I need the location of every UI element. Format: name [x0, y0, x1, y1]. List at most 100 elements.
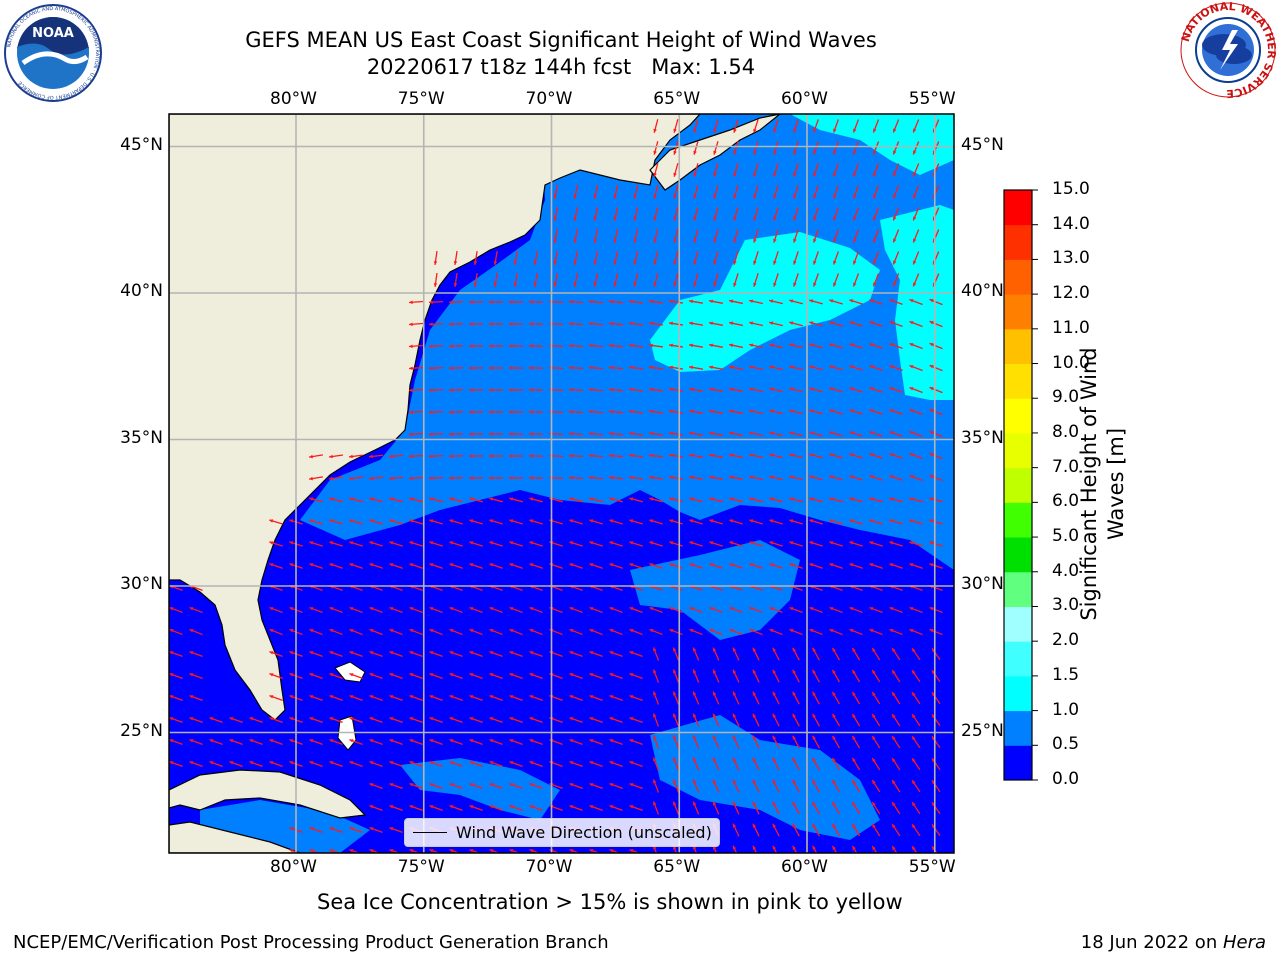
- colorbar-tick-label: 13.0: [1052, 248, 1090, 269]
- wind-wave-arrow: [249, 738, 263, 746]
- wind-wave-arrow: [909, 497, 923, 503]
- wind-wave-arrow: [369, 804, 383, 812]
- wind-wave-arrow: [793, 185, 799, 199]
- wind-wave-arrow: [769, 409, 783, 415]
- wind-wave-arrow: [831, 779, 841, 793]
- wind-wave-arrow: [509, 497, 523, 503]
- wind-wave-arrow: [469, 694, 483, 702]
- wind-wave-arrow: [809, 497, 823, 503]
- wind-wave-arrow: [869, 299, 883, 305]
- wind-wave-arrow: [729, 475, 743, 481]
- wind-wave-arrow: [509, 716, 523, 724]
- wind-wave-arrow: [689, 497, 703, 503]
- wind-wave-arrow: [488, 432, 504, 436]
- wind-wave-arrow: [448, 300, 464, 304]
- wind-wave-arrow: [369, 848, 381, 853]
- wind-wave-arrow: [488, 388, 504, 392]
- wind-wave-arrow: [652, 713, 660, 727]
- wind-wave-arrow: [408, 366, 424, 371]
- wind-wave-arrow: [852, 273, 860, 287]
- wind-wave-arrow: [609, 628, 623, 636]
- wind-wave-arrow: [529, 716, 543, 724]
- wind-wave-arrow: [648, 409, 664, 414]
- lat-label-right: 30°N: [961, 574, 1004, 594]
- wind-wave-arrow: [349, 628, 363, 636]
- wind-wave-arrow: [769, 497, 783, 503]
- wind-wave-arrow: [448, 344, 464, 348]
- wind-wave-arrow: [929, 408, 943, 416]
- wind-wave-arrow: [891, 647, 901, 661]
- wind-wave-arrow: [189, 672, 203, 680]
- wind-wave-arrow: [449, 650, 463, 658]
- wind-wave-arrow: [672, 757, 680, 771]
- wind-wave-arrow: [713, 273, 719, 287]
- wind-wave-arrow: [831, 647, 841, 661]
- wind-wave-arrow: [409, 606, 423, 614]
- wind-wave-arrow: [809, 606, 823, 614]
- wind-wave-arrow: [869, 628, 883, 636]
- wind-wave-arrow: [911, 735, 921, 749]
- wind-wave-arrow: [869, 563, 883, 569]
- wind-wave-arrow: [831, 845, 838, 853]
- wind-wave-arrow: [449, 563, 463, 569]
- wind-wave-arrow: [911, 713, 921, 727]
- wind-wave-arrow: [609, 650, 623, 658]
- wind-wave-arrow: [709, 409, 723, 414]
- wind-wave-arrow: [673, 251, 679, 265]
- wind-wave-arrow: [689, 606, 703, 614]
- wind-wave-arrow: [369, 497, 383, 503]
- wind-wave-arrow: [849, 606, 863, 614]
- wind-wave-arrow: [753, 141, 759, 155]
- colorbar-tick-label: 0.5: [1052, 734, 1080, 755]
- wind-wave-arrow: [468, 322, 484, 326]
- wind-wave-arrow: [428, 300, 444, 305]
- wind-wave-arrow: [649, 628, 663, 636]
- wind-wave-arrow: [851, 713, 861, 727]
- wind-wave-arrow: [673, 273, 679, 287]
- wind-wave-arrow: [849, 387, 863, 393]
- wind-wave-arrow: [648, 387, 664, 392]
- wind-wave-arrow: [769, 343, 783, 349]
- footer-right: 18 Jun 2022 on Hera: [1081, 932, 1266, 953]
- wind-wave-arrow: [453, 272, 458, 288]
- wind-wave-arrow: [568, 409, 584, 414]
- wind-wave-arrow: [569, 672, 583, 680]
- wind-wave-arrow: [732, 735, 740, 749]
- wind-wave-arrow: [469, 497, 483, 503]
- wind-wave-arrow: [508, 388, 524, 392]
- wind-wave-arrow: [668, 321, 684, 326]
- wind-wave-arrow: [793, 207, 799, 221]
- wind-wave-arrow: [369, 782, 383, 790]
- wind-wave-arrow: [453, 250, 458, 266]
- wind-wave-arrow: [648, 475, 664, 480]
- wind-wave-arrow: [428, 344, 444, 349]
- wind-wave-arrow: [752, 801, 760, 815]
- wind-wave-arrow: [692, 779, 700, 793]
- wind-wave-arrow: [668, 365, 684, 370]
- wind-wave-arrow: [912, 229, 920, 243]
- wind-wave-arrow: [829, 606, 843, 614]
- wind-wave-arrow: [809, 343, 823, 349]
- wind-wave-arrow: [849, 563, 863, 569]
- wind-wave-arrow: [769, 541, 783, 547]
- wind-wave-arrow: [733, 119, 739, 133]
- wind-wave-arrow: [309, 738, 323, 746]
- wind-wave-arrow: [368, 454, 384, 459]
- wind-wave-arrow: [909, 563, 923, 569]
- wind-wave-arrow: [409, 804, 423, 812]
- wind-wave-arrow: [489, 519, 503, 525]
- wind-wave-arrow: [309, 650, 323, 658]
- wind-wave-arrow: [349, 716, 363, 724]
- wind-wave-arrow: [769, 453, 783, 459]
- wind-wave-arrow: [629, 541, 643, 547]
- wind-wave-arrow: [831, 757, 841, 771]
- wind-wave-arrow: [349, 826, 363, 834]
- wind-wave-arrow: [629, 650, 643, 658]
- colorbar-tick-label: 1.5: [1052, 664, 1080, 685]
- wind-wave-arrow: [849, 497, 863, 503]
- lon-label-top: 55°W: [908, 89, 956, 109]
- wind-wave-arrow: [349, 606, 363, 614]
- wind-wave-arrow: [609, 672, 623, 680]
- wind-wave-arrow: [468, 410, 484, 414]
- wind-wave-arrow: [712, 669, 720, 683]
